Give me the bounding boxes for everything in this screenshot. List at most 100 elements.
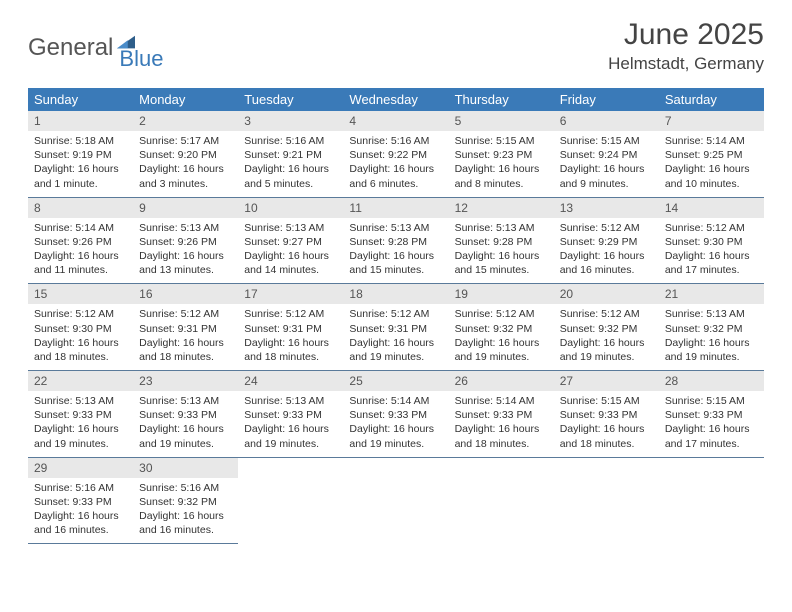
calendar-day-cell: 12Sunrise: 5:13 AMSunset: 9:28 PMDayligh… [449, 197, 554, 284]
calendar-day-cell: 27Sunrise: 5:15 AMSunset: 9:33 PMDayligh… [554, 371, 659, 458]
day-details: Sunrise: 5:12 AMSunset: 9:31 PMDaylight:… [133, 304, 238, 370]
logo: General Blue [28, 18, 163, 72]
day-number: 26 [449, 371, 554, 391]
logo-text-general: General [28, 34, 113, 62]
day-details: Sunrise: 5:12 AMSunset: 9:32 PMDaylight:… [554, 304, 659, 370]
calendar-day-cell: 5Sunrise: 5:15 AMSunset: 9:23 PMDaylight… [449, 111, 554, 197]
calendar-day-cell: 17Sunrise: 5:12 AMSunset: 9:31 PMDayligh… [238, 284, 343, 371]
calendar-day-cell: 25Sunrise: 5:14 AMSunset: 9:33 PMDayligh… [343, 371, 448, 458]
calendar-week-row: 22Sunrise: 5:13 AMSunset: 9:33 PMDayligh… [28, 371, 764, 458]
calendar-empty-cell [238, 457, 343, 544]
day-details: Sunrise: 5:12 AMSunset: 9:32 PMDaylight:… [449, 304, 554, 370]
calendar-day-cell: 9Sunrise: 5:13 AMSunset: 9:26 PMDaylight… [133, 197, 238, 284]
calendar-day-cell: 1Sunrise: 5:18 AMSunset: 9:19 PMDaylight… [28, 111, 133, 197]
day-details: Sunrise: 5:12 AMSunset: 9:30 PMDaylight:… [28, 304, 133, 370]
day-number: 17 [238, 284, 343, 304]
day-number: 16 [133, 284, 238, 304]
day-details: Sunrise: 5:16 AMSunset: 9:33 PMDaylight:… [28, 478, 133, 544]
calendar-day-cell: 10Sunrise: 5:13 AMSunset: 9:27 PMDayligh… [238, 197, 343, 284]
day-details: Sunrise: 5:16 AMSunset: 9:22 PMDaylight:… [343, 131, 448, 197]
day-header: Monday [133, 88, 238, 111]
day-details: Sunrise: 5:13 AMSunset: 9:33 PMDaylight:… [238, 391, 343, 457]
day-details: Sunrise: 5:14 AMSunset: 9:33 PMDaylight:… [343, 391, 448, 457]
day-number: 27 [554, 371, 659, 391]
day-details: Sunrise: 5:14 AMSunset: 9:26 PMDaylight:… [28, 218, 133, 284]
header: General Blue June 2025 Helmstadt, German… [28, 18, 764, 74]
calendar-empty-cell [449, 457, 554, 544]
calendar-day-cell: 21Sunrise: 5:13 AMSunset: 9:32 PMDayligh… [659, 284, 764, 371]
title-block: June 2025 Helmstadt, Germany [608, 18, 764, 74]
day-number: 10 [238, 198, 343, 218]
day-number: 21 [659, 284, 764, 304]
day-details: Sunrise: 5:18 AMSunset: 9:19 PMDaylight:… [28, 131, 133, 197]
calendar-day-cell: 16Sunrise: 5:12 AMSunset: 9:31 PMDayligh… [133, 284, 238, 371]
calendar-day-cell: 30Sunrise: 5:16 AMSunset: 9:32 PMDayligh… [133, 457, 238, 544]
calendar-week-row: 1Sunrise: 5:18 AMSunset: 9:19 PMDaylight… [28, 111, 764, 197]
day-header: Friday [554, 88, 659, 111]
day-details: Sunrise: 5:16 AMSunset: 9:21 PMDaylight:… [238, 131, 343, 197]
day-details: Sunrise: 5:16 AMSunset: 9:32 PMDaylight:… [133, 478, 238, 544]
calendar-day-cell: 22Sunrise: 5:13 AMSunset: 9:33 PMDayligh… [28, 371, 133, 458]
calendar-day-cell: 29Sunrise: 5:16 AMSunset: 9:33 PMDayligh… [28, 457, 133, 544]
day-number: 23 [133, 371, 238, 391]
day-number: 11 [343, 198, 448, 218]
day-details: Sunrise: 5:13 AMSunset: 9:28 PMDaylight:… [449, 218, 554, 284]
day-number: 25 [343, 371, 448, 391]
day-details: Sunrise: 5:15 AMSunset: 9:24 PMDaylight:… [554, 131, 659, 197]
calendar-week-row: 29Sunrise: 5:16 AMSunset: 9:33 PMDayligh… [28, 457, 764, 544]
location: Helmstadt, Germany [608, 54, 764, 74]
calendar-day-cell: 8Sunrise: 5:14 AMSunset: 9:26 PMDaylight… [28, 197, 133, 284]
day-details: Sunrise: 5:14 AMSunset: 9:33 PMDaylight:… [449, 391, 554, 457]
calendar-day-cell: 7Sunrise: 5:14 AMSunset: 9:25 PMDaylight… [659, 111, 764, 197]
day-header-row: SundayMondayTuesdayWednesdayThursdayFrid… [28, 88, 764, 111]
day-number: 7 [659, 111, 764, 131]
calendar-day-cell: 28Sunrise: 5:15 AMSunset: 9:33 PMDayligh… [659, 371, 764, 458]
month-title: June 2025 [608, 18, 764, 52]
calendar-day-cell: 6Sunrise: 5:15 AMSunset: 9:24 PMDaylight… [554, 111, 659, 197]
day-number: 5 [449, 111, 554, 131]
calendar-empty-cell [343, 457, 448, 544]
day-number: 14 [659, 198, 764, 218]
calendar-day-cell: 4Sunrise: 5:16 AMSunset: 9:22 PMDaylight… [343, 111, 448, 197]
day-header: Thursday [449, 88, 554, 111]
day-number: 24 [238, 371, 343, 391]
day-number: 3 [238, 111, 343, 131]
day-header: Sunday [28, 88, 133, 111]
day-details: Sunrise: 5:12 AMSunset: 9:30 PMDaylight:… [659, 218, 764, 284]
day-details: Sunrise: 5:15 AMSunset: 9:23 PMDaylight:… [449, 131, 554, 197]
day-number: 12 [449, 198, 554, 218]
day-details: Sunrise: 5:12 AMSunset: 9:31 PMDaylight:… [238, 304, 343, 370]
day-number: 4 [343, 111, 448, 131]
day-number: 6 [554, 111, 659, 131]
calendar-day-cell: 15Sunrise: 5:12 AMSunset: 9:30 PMDayligh… [28, 284, 133, 371]
calendar-day-cell: 18Sunrise: 5:12 AMSunset: 9:31 PMDayligh… [343, 284, 448, 371]
calendar-day-cell: 19Sunrise: 5:12 AMSunset: 9:32 PMDayligh… [449, 284, 554, 371]
day-number: 30 [133, 458, 238, 478]
calendar-day-cell: 14Sunrise: 5:12 AMSunset: 9:30 PMDayligh… [659, 197, 764, 284]
calendar-empty-cell [554, 457, 659, 544]
calendar-day-cell: 3Sunrise: 5:16 AMSunset: 9:21 PMDaylight… [238, 111, 343, 197]
calendar-day-cell: 24Sunrise: 5:13 AMSunset: 9:33 PMDayligh… [238, 371, 343, 458]
day-header: Saturday [659, 88, 764, 111]
calendar-day-cell: 11Sunrise: 5:13 AMSunset: 9:28 PMDayligh… [343, 197, 448, 284]
calendar-week-row: 15Sunrise: 5:12 AMSunset: 9:30 PMDayligh… [28, 284, 764, 371]
day-number: 28 [659, 371, 764, 391]
day-details: Sunrise: 5:13 AMSunset: 9:33 PMDaylight:… [133, 391, 238, 457]
day-number: 1 [28, 111, 133, 131]
calendar-week-row: 8Sunrise: 5:14 AMSunset: 9:26 PMDaylight… [28, 197, 764, 284]
day-details: Sunrise: 5:12 AMSunset: 9:31 PMDaylight:… [343, 304, 448, 370]
day-number: 8 [28, 198, 133, 218]
day-header: Tuesday [238, 88, 343, 111]
day-number: 13 [554, 198, 659, 218]
day-details: Sunrise: 5:13 AMSunset: 9:28 PMDaylight:… [343, 218, 448, 284]
calendar-day-cell: 2Sunrise: 5:17 AMSunset: 9:20 PMDaylight… [133, 111, 238, 197]
day-number: 29 [28, 458, 133, 478]
day-details: Sunrise: 5:13 AMSunset: 9:27 PMDaylight:… [238, 218, 343, 284]
day-number: 20 [554, 284, 659, 304]
day-number: 22 [28, 371, 133, 391]
day-details: Sunrise: 5:13 AMSunset: 9:32 PMDaylight:… [659, 304, 764, 370]
day-details: Sunrise: 5:15 AMSunset: 9:33 PMDaylight:… [659, 391, 764, 457]
day-details: Sunrise: 5:13 AMSunset: 9:33 PMDaylight:… [28, 391, 133, 457]
calendar-day-cell: 26Sunrise: 5:14 AMSunset: 9:33 PMDayligh… [449, 371, 554, 458]
calendar-day-cell: 23Sunrise: 5:13 AMSunset: 9:33 PMDayligh… [133, 371, 238, 458]
